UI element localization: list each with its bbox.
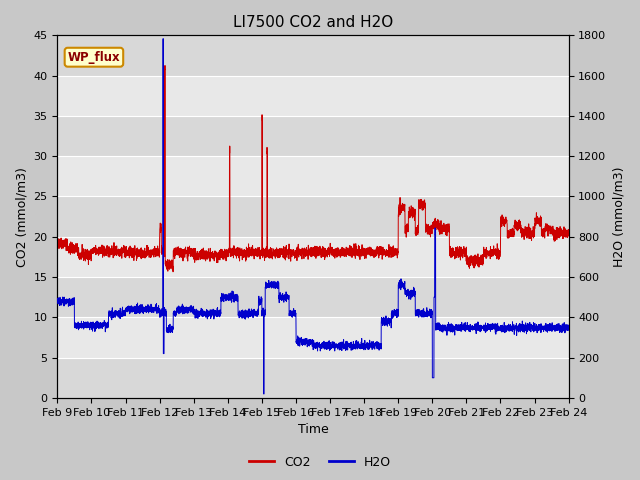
Bar bbox=[58, 277, 568, 317]
Bar bbox=[58, 116, 568, 156]
Bar bbox=[58, 76, 568, 116]
CO2 bbox=[54, 239, 61, 245]
CO2 bbox=[145, 252, 153, 258]
Bar bbox=[58, 317, 568, 358]
Bar bbox=[58, 156, 568, 196]
CO2 bbox=[564, 227, 572, 233]
Y-axis label: H2O (mmol/m3): H2O (mmol/m3) bbox=[612, 167, 625, 267]
CO2 bbox=[294, 252, 301, 258]
H2O bbox=[145, 305, 153, 311]
Bar bbox=[58, 237, 568, 277]
H2O bbox=[564, 326, 572, 332]
CO2 bbox=[564, 231, 572, 237]
H2O bbox=[159, 36, 167, 41]
H2O bbox=[456, 328, 464, 334]
Bar bbox=[58, 358, 568, 398]
H2O bbox=[54, 299, 61, 304]
Legend: CO2, H2O: CO2, H2O bbox=[244, 451, 396, 474]
CO2 bbox=[399, 204, 407, 209]
H2O bbox=[260, 391, 268, 397]
Line: CO2: CO2 bbox=[58, 65, 568, 272]
H2O bbox=[428, 311, 435, 317]
Bar bbox=[58, 36, 568, 76]
Text: WP_flux: WP_flux bbox=[68, 51, 120, 64]
Y-axis label: CO2 (mmol/m3): CO2 (mmol/m3) bbox=[15, 167, 28, 266]
H2O bbox=[399, 283, 407, 289]
X-axis label: Time: Time bbox=[298, 423, 328, 436]
H2O bbox=[294, 341, 301, 347]
Line: H2O: H2O bbox=[58, 38, 568, 394]
Title: LI7500 CO2 and H2O: LI7500 CO2 and H2O bbox=[233, 15, 393, 30]
Bar bbox=[58, 196, 568, 237]
CO2 bbox=[428, 228, 435, 233]
CO2 bbox=[161, 62, 169, 68]
H2O bbox=[564, 327, 572, 333]
CO2 bbox=[169, 269, 177, 275]
CO2 bbox=[456, 257, 464, 263]
